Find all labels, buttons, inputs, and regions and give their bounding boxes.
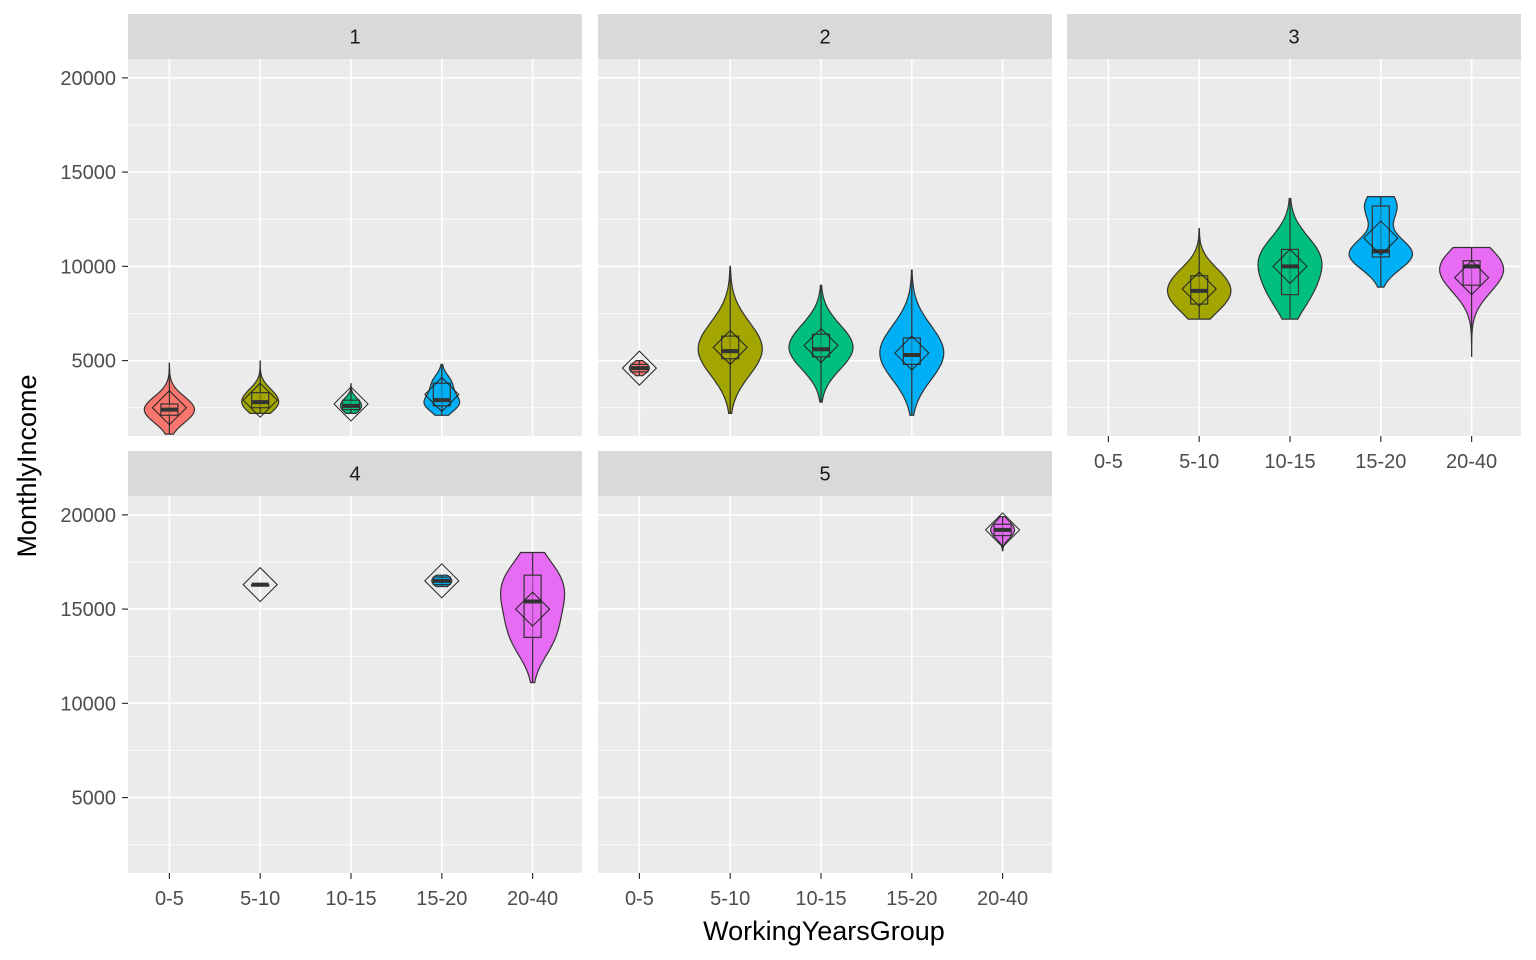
x-tick-label: 10-15 <box>1264 451 1315 473</box>
mean-diamond <box>424 376 460 413</box>
box-10-15 <box>811 333 831 358</box>
violin-group <box>1348 196 1414 288</box>
facet-strip <box>598 14 1052 59</box>
facet-panel-3: 3 0-5 5-10 10-15 15-20 20-40 <box>1067 14 1521 473</box>
x-tick-label: 0-5 <box>625 888 654 910</box>
facet-strip-label: 1 <box>349 27 360 49</box>
mean-diamond <box>242 382 278 418</box>
violin-group <box>423 363 461 416</box>
y-tick-label: 15000 <box>60 599 116 621</box>
violin-group <box>984 512 1021 552</box>
panel-background <box>128 59 582 436</box>
facet-strip <box>128 451 582 496</box>
violin-group <box>697 265 763 414</box>
mean-diamond <box>712 329 748 366</box>
mean-diamond <box>894 335 930 371</box>
mean-diamond <box>1363 220 1399 256</box>
violin-group <box>241 360 280 418</box>
facet-panel-5: 5 0-5 5-10 10-15 15-20 20-40 <box>598 451 1052 910</box>
x-tick-label: 5-10 <box>710 888 750 910</box>
mean-diamond <box>1181 271 1217 307</box>
x-tick-label: 5-10 <box>1179 451 1219 473</box>
y-tick-label: 20000 <box>60 505 116 527</box>
x-tick-label: 20-40 <box>1446 451 1497 473</box>
x-tick-label: 20-40 <box>977 888 1028 910</box>
facet-panel-2: 2 <box>598 14 1052 436</box>
facet-strip <box>598 451 1052 496</box>
violin-group <box>242 566 278 603</box>
x-tick-label: 0-5 <box>155 888 184 910</box>
x-tick-label: 15-20 <box>1355 451 1406 473</box>
mean-diamond <box>424 563 460 599</box>
violin-group <box>1257 197 1323 320</box>
box-20-40 <box>523 574 542 638</box>
mean-diamond <box>1272 248 1308 285</box>
violin-group <box>1166 228 1232 320</box>
x-tick-label: 20-40 <box>507 888 558 910</box>
x-tick-label: 0-5 <box>1094 451 1123 473</box>
box-10-15 <box>1280 248 1300 296</box>
mean-diamond <box>621 350 658 386</box>
violin-group <box>788 284 854 403</box>
violin-group <box>333 383 369 422</box>
mean-diamond <box>242 566 278 603</box>
facet-strip-label: 3 <box>1288 27 1299 49</box>
violin-group <box>143 362 196 435</box>
facet-strip <box>128 14 582 59</box>
x-tick-label: 15-20 <box>886 888 937 910</box>
violin-group <box>879 269 945 416</box>
facet-strip-label: 5 <box>819 464 830 486</box>
x-axis-title: WorkingYearsGroup <box>703 916 945 946</box>
mean-diamond <box>984 512 1021 548</box>
violin-group <box>499 551 566 684</box>
y-tick-label: 10000 <box>60 256 116 278</box>
mean-diamond <box>803 327 839 364</box>
facet-strip-label: 2 <box>819 27 830 49</box>
x-tick-label: 15-20 <box>416 888 467 910</box>
y-tick-label: 5000 <box>72 788 117 810</box>
violin-group <box>621 350 658 386</box>
facet-strip-label: 4 <box>349 464 360 486</box>
panel-background <box>128 496 582 873</box>
box-15-20 <box>432 382 451 407</box>
violin-group <box>1438 246 1505 357</box>
box-15-20 <box>902 337 921 365</box>
facet-panel-4: 4 5000 10000 15000 20000 0-5 5-10 10-15 15-20 20-… <box>60 451 582 910</box>
y-tick-label: 10000 <box>60 693 116 715</box>
box-5-10 <box>721 335 740 360</box>
box-15-20 <box>1371 205 1390 258</box>
facet-strip <box>1067 14 1521 59</box>
y-tick-label: 5000 <box>72 351 117 373</box>
x-tick-label: 10-15 <box>325 888 376 910</box>
violin-group <box>424 563 460 599</box>
mean-diamond <box>333 386 369 422</box>
mean-diamond <box>514 591 551 627</box>
panel-background <box>598 496 1052 873</box>
x-tick-label: 10-15 <box>795 888 846 910</box>
y-axis-title: MonthlyIncome <box>12 374 42 557</box>
y-tick-label: 15000 <box>60 162 116 184</box>
y-tick-label: 20000 <box>60 68 116 90</box>
x-tick-label: 5-10 <box>240 888 280 910</box>
mean-diamond <box>1453 259 1490 296</box>
mean-diamond <box>151 390 188 426</box>
